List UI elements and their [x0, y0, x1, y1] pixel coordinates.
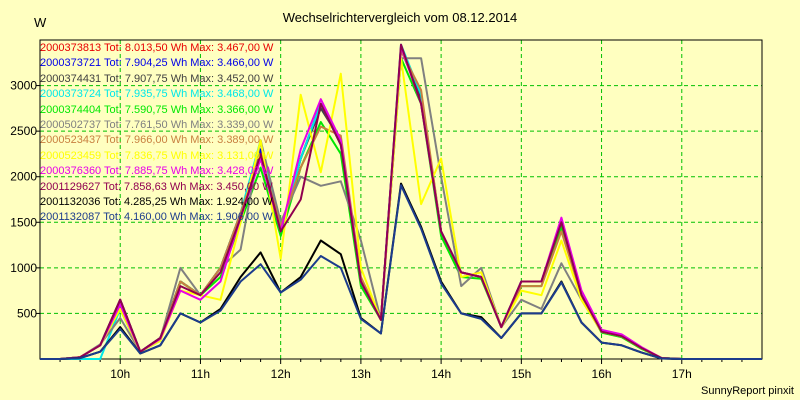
legend-entry-10: 2001129627 Tot: 7.858,63 Wh Max: 3.450,0… — [40, 180, 273, 193]
legend-entry-6: 2000502737 Tot: 7.761,50 Wh Max: 3.339,0… — [40, 118, 274, 131]
legend-entry-8: 2000523459 Tot: 7.836,75 Wh Max: 3.131,0… — [40, 149, 274, 162]
x-tick-label: 10h — [110, 367, 130, 381]
legend-entry-1: 2000373813 Tot: 8.013,50 Wh Max: 3.467,0… — [40, 42, 274, 54]
y-tick-label: 1500 — [10, 215, 37, 229]
x-tick-label: 13h — [351, 367, 371, 381]
tick-labels: 500 1000 1500 2000 2500 3000 10h 11h 12h 13h 14h 15… — [10, 79, 691, 381]
grid — [40, 40, 762, 359]
x-tick-label: 11h — [191, 367, 210, 381]
y-tick-label: 2500 — [10, 124, 37, 138]
chart-title: Wechselrichtervergleich vom 08.12.2014 — [282, 10, 518, 25]
x-tick-label: 12h — [271, 367, 291, 381]
y-tick-label: 3000 — [10, 79, 37, 93]
x-tick-label: 17h — [672, 367, 692, 381]
legend-entry-4: 2000373724 Tot: 7.935,75 Wh Max: 3.468,0… — [40, 88, 274, 101]
x-tick-label: 14h — [431, 367, 451, 381]
footer-credit: SunnyReport pinxit — [701, 385, 794, 397]
legend-entry-3: 2000374431 Tot: 7.907,75 Wh Max: 3.452,0… — [40, 72, 274, 85]
y-tick-label: 1000 — [10, 261, 37, 275]
axes — [36, 39, 763, 364]
series-line-12 — [40, 184, 762, 360]
legend: 2000373813 Tot: 8.013,50 Wh Max: 3.467,0… — [40, 41, 273, 226]
x-tick-label: 15h — [511, 367, 531, 381]
series-line-10 — [40, 43, 762, 360]
legend-entry-12: 2001132087 Tot: 4.160,00 Wh Max: 1.906,0… — [40, 211, 273, 224]
legend-entry-11: 2001132036 Tot: 4.285,25 Wh Max: 1.924,0… — [40, 195, 273, 208]
y-axis-label: W — [34, 15, 47, 30]
legend-entry-2: 2000373721 Tot: 7.904,25 Wh Max: 3.466,0… — [40, 57, 274, 70]
y-tick-label: 2000 — [10, 170, 37, 184]
legend-entry-9: 2000376360 Tot: 7.885,75 Wh Max: 3.428,0… — [40, 165, 274, 178]
series-lines — [40, 43, 762, 360]
legend-entry-5: 2000374404 Tot: 7.590,75 Wh Max: 3.366,0… — [40, 103, 274, 116]
y-tick-label: 500 — [17, 306, 37, 320]
x-tick-label: 16h — [592, 367, 612, 381]
legend-entry-7: 2000523437 Tot: 7.966,00 Wh Max: 3.389,0… — [40, 134, 274, 147]
